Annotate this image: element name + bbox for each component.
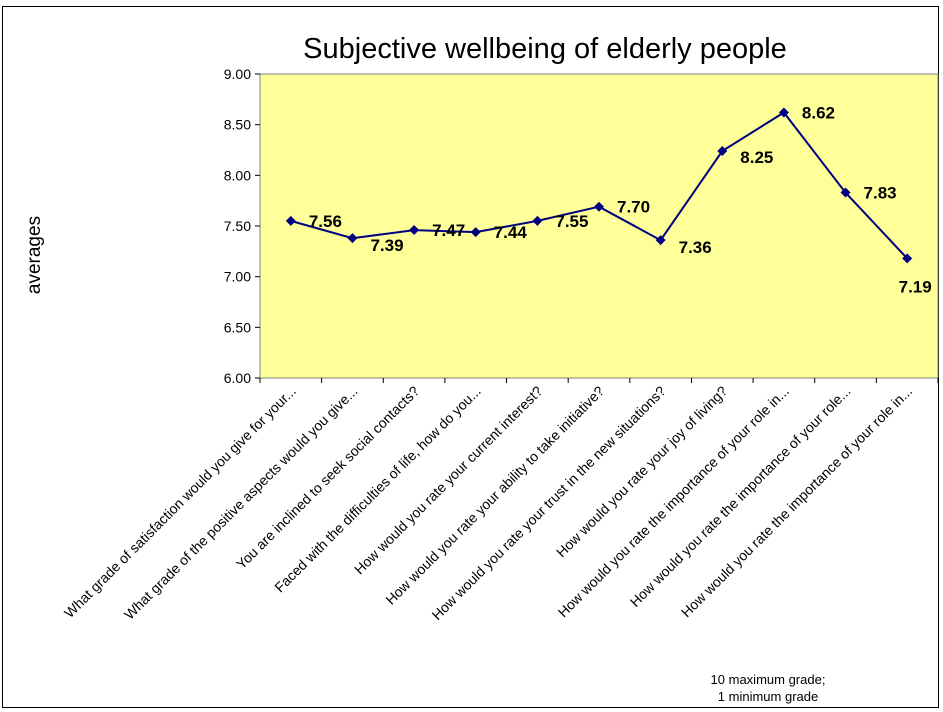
x-tick-label: How would you rate the importance of you… bbox=[627, 383, 854, 610]
note-line-1: 10 maximum grade; bbox=[711, 672, 826, 687]
data-label: 8.25 bbox=[740, 148, 773, 167]
data-point bbox=[717, 146, 728, 157]
data-point bbox=[655, 235, 666, 246]
data-label: 7.56 bbox=[309, 212, 342, 231]
data-label: 7.36 bbox=[679, 238, 712, 257]
data-point bbox=[532, 215, 543, 226]
data-label: 7.55 bbox=[555, 212, 588, 231]
x-tick-label: How would you rate your trust in the new… bbox=[429, 383, 669, 623]
data-point bbox=[347, 233, 358, 244]
data-label: 7.83 bbox=[864, 184, 897, 203]
data-point bbox=[840, 187, 851, 198]
y-tick-label: 7.00 bbox=[224, 269, 251, 285]
data-point bbox=[594, 201, 604, 212]
data-point bbox=[470, 227, 481, 238]
y-tick-label: 8.00 bbox=[224, 167, 251, 183]
y-tick-label: 6.50 bbox=[224, 319, 251, 335]
y-tick-label: 8.50 bbox=[224, 117, 251, 133]
y-tick-label: 9.00 bbox=[224, 66, 251, 82]
data-point bbox=[902, 253, 913, 264]
x-tick-label: What grade of satisfaction would you giv… bbox=[61, 383, 299, 621]
data-point bbox=[778, 107, 789, 118]
data-label: 7.47 bbox=[432, 221, 465, 240]
data-label: 8.62 bbox=[802, 104, 835, 123]
x-tick-label: What grade of the positive aspects would… bbox=[121, 383, 361, 623]
data-point bbox=[285, 215, 296, 226]
y-tick-label: 6.00 bbox=[224, 370, 251, 386]
y-tick-label: 7.50 bbox=[224, 218, 251, 234]
chart-title: Subjective wellbeing of elderly people bbox=[303, 33, 787, 65]
data-labels: 7.56 7.39 7.47 7.44 7.55 7.70 7.36 8.25 8.62 7.83… bbox=[309, 104, 932, 297]
data-label: 7.39 bbox=[370, 236, 403, 255]
x-tick-label: How would you rate the importance of you… bbox=[555, 383, 792, 620]
data-label: 7.19 bbox=[899, 277, 932, 296]
y-axis: 6.00 6.50 7.00 7.50 8.00 8.50 9.00 bbox=[224, 66, 260, 386]
series-markers bbox=[285, 107, 913, 264]
x-axis: What grade of satisfaction would you giv… bbox=[61, 378, 939, 623]
data-label: 7.70 bbox=[617, 198, 650, 217]
data-label: 7.44 bbox=[494, 223, 528, 242]
plot-area bbox=[259, 73, 939, 379]
x-tick-label: How would you rate your ability to take … bbox=[382, 383, 607, 608]
x-tick-label: Faced with the difficulties of life, how… bbox=[271, 383, 484, 596]
x-tick-label: How would you rate the importance of you… bbox=[678, 383, 915, 620]
note-line-2: 1 minimum grade bbox=[718, 689, 818, 704]
y-axis-label: averages bbox=[24, 216, 45, 294]
data-point bbox=[409, 225, 420, 236]
